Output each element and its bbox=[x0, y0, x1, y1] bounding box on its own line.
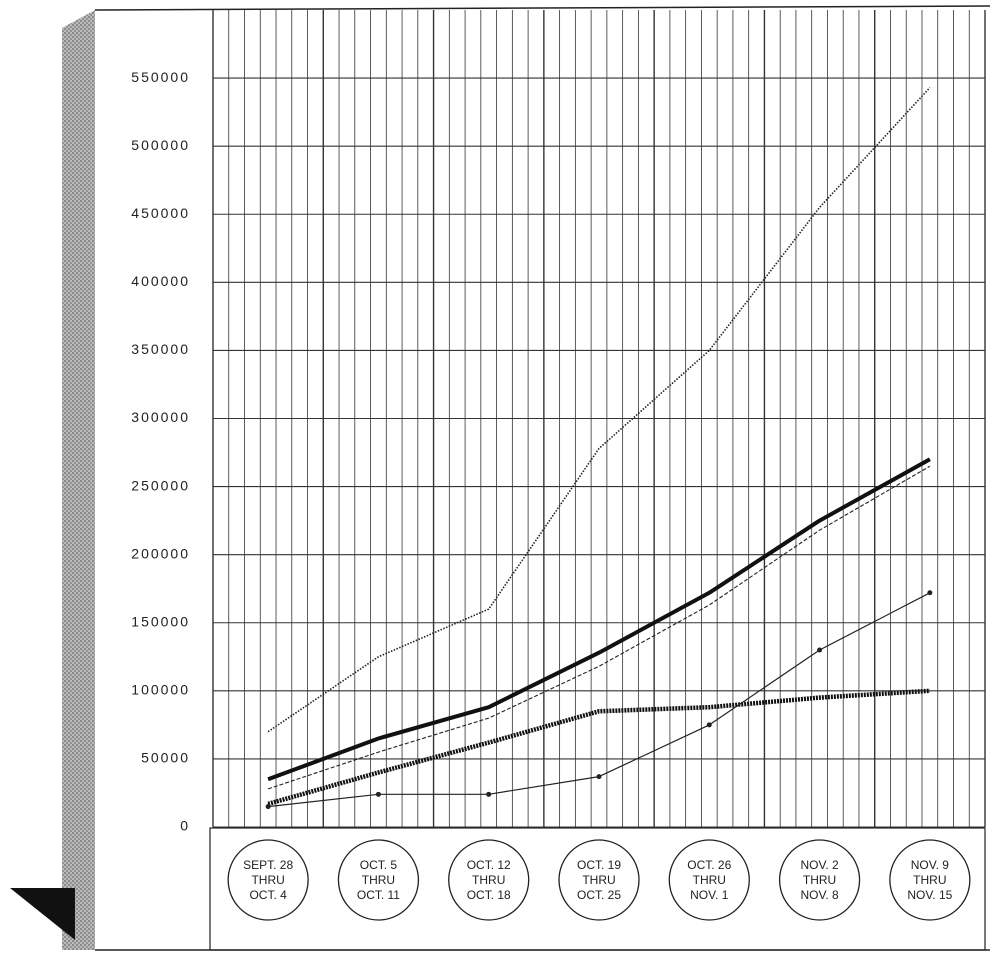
series-line bbox=[267, 457, 931, 782]
y-tick-label: 400000 bbox=[131, 273, 190, 289]
category-box bbox=[209, 827, 986, 951]
category-circle bbox=[337, 839, 420, 921]
series-point bbox=[375, 791, 381, 797]
series-point bbox=[706, 722, 712, 728]
y-tick-label: 0 bbox=[180, 818, 190, 834]
grid bbox=[212, 10, 986, 828]
series-point bbox=[486, 791, 492, 797]
category-circle bbox=[558, 839, 640, 921]
x-tick-label: OCT. 5 THRU OCT. 11 bbox=[356, 857, 400, 902]
y-tick-label: 150000 bbox=[131, 613, 190, 629]
series-line bbox=[267, 688, 931, 807]
category-circle bbox=[668, 839, 750, 921]
x-tick-label: NOV. 9 THRU NOV. 15 bbox=[907, 857, 953, 902]
x-tick-label: OCT. 12 THRU OCT. 18 bbox=[466, 857, 511, 902]
y-tick-label: 350000 bbox=[131, 341, 190, 357]
y-tick-label: 450000 bbox=[131, 205, 190, 221]
y-tick-label: 200000 bbox=[131, 545, 190, 561]
x-tick-label: OCT. 19 THRU OCT. 25 bbox=[576, 857, 621, 902]
x-tick-label: NOV. 2 THRU NOV. 8 bbox=[800, 857, 839, 902]
y-tick-label: 100000 bbox=[131, 682, 190, 698]
y-tick-label: 500000 bbox=[131, 137, 190, 153]
plot bbox=[265, 87, 933, 810]
x-tick-label: OCT. 26 THRU NOV. 1 bbox=[687, 857, 732, 902]
y-tick-label: 250000 bbox=[131, 477, 190, 493]
category-circle bbox=[889, 839, 971, 921]
series-line bbox=[267, 465, 931, 790]
y-tick-label: 300000 bbox=[131, 409, 190, 425]
x-tick-label: SEPT. 28 THRU OCT. 4 bbox=[243, 857, 294, 902]
series-point bbox=[927, 590, 933, 596]
series-point bbox=[265, 804, 271, 810]
category-circle bbox=[448, 839, 530, 921]
series-point bbox=[817, 647, 823, 653]
category-circle bbox=[227, 839, 309, 921]
series-point bbox=[596, 774, 602, 780]
top-border bbox=[94, 5, 991, 11]
series-line bbox=[267, 87, 931, 733]
corner-triangle bbox=[10, 888, 75, 940]
y-tick-label: 550000 bbox=[131, 69, 190, 85]
y-tick-label: 50000 bbox=[141, 750, 190, 766]
category-circle bbox=[778, 839, 861, 921]
side-strip bbox=[62, 10, 95, 950]
